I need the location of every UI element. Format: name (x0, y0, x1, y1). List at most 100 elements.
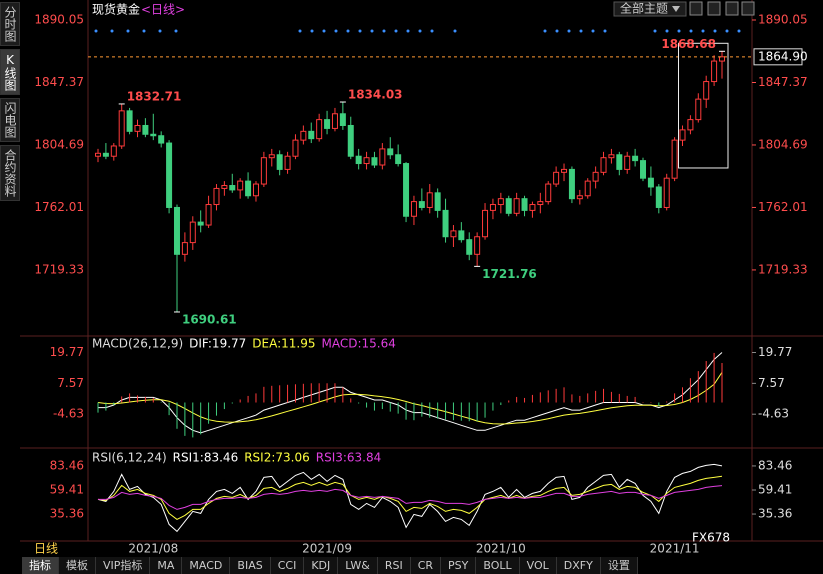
indicator-line (97, 372, 723, 425)
tool-icon[interactable] (741, 1, 755, 16)
indicator-tab[interactable]: 设置 (600, 557, 638, 574)
theme-button-label: 全部主题 (620, 1, 668, 16)
y-tick-label: 1847.37 (34, 75, 84, 89)
event-dot (737, 29, 741, 33)
y-tick-label: 1719.33 (34, 262, 84, 276)
candle-body (568, 168, 575, 200)
candle-body (395, 154, 402, 165)
indicator-tab[interactable]: VIP指标 (96, 557, 151, 574)
indicator-tab[interactable]: DXFY (556, 557, 601, 574)
candle-body (363, 157, 370, 165)
candle-body (687, 119, 694, 131)
candle-body (181, 242, 188, 255)
event-dot (310, 29, 314, 33)
extreme-label: 1832.71 (127, 89, 182, 103)
candle-body (173, 206, 180, 255)
candle-body (632, 155, 639, 162)
candle-body (466, 239, 473, 255)
indicator-tab[interactable]: VOL (519, 557, 557, 574)
y-tick-label: 1762.01 (758, 200, 808, 214)
event-dot (543, 29, 547, 33)
event-dot (591, 29, 595, 33)
y-tick-label: 1762.01 (34, 200, 84, 214)
panel-title: MACD(26,12,9) (92, 337, 183, 351)
candle-body (316, 119, 323, 140)
event-dot (358, 29, 362, 33)
event-dot (418, 29, 422, 33)
legend-entry: DEA:11.95 (252, 337, 315, 351)
legend-entry: MACD:15.64 (322, 337, 396, 351)
indicator-tab[interactable]: PSY (441, 557, 477, 574)
legend-entry: RSI3:63.84 (316, 451, 382, 465)
panel-title: RSI(6,12,24) (92, 451, 167, 465)
candle-body (252, 183, 259, 197)
event-dot (567, 29, 571, 33)
x-tick-label: 2021/11 (650, 542, 700, 556)
candle-body (221, 185, 228, 189)
indicator-tab[interactable]: CCI (270, 557, 305, 574)
indicator-tab[interactable]: 指标 (22, 557, 59, 574)
dropdown-icon (672, 6, 680, 12)
side-tab[interactable]: 分时图 (0, 2, 20, 46)
event-dot (126, 29, 130, 33)
event-dot (298, 29, 302, 33)
candle-body (110, 145, 117, 157)
y-tick-label: 83.46 (50, 458, 84, 472)
tool-icon[interactable] (725, 1, 739, 16)
extreme-label: 1721.76 (482, 267, 537, 281)
candle-body (95, 152, 101, 157)
candle-body (379, 148, 386, 166)
event-dot (665, 29, 669, 33)
indicator-tab[interactable]: MACD (182, 557, 231, 574)
x-tick-label: 2021/08 (128, 542, 178, 556)
indicator-line (97, 475, 723, 520)
candle-body (410, 201, 417, 217)
event-dot (158, 29, 162, 33)
indicator-line (98, 352, 723, 434)
tool-icon[interactable] (707, 1, 721, 16)
tool-icon[interactable] (689, 1, 703, 16)
indicator-tab[interactable]: LW& (338, 557, 378, 574)
chart-subtitle: <日线> (141, 3, 185, 17)
candle-body (331, 113, 338, 129)
indicator-tab[interactable]: RSI (377, 557, 411, 574)
theme-button[interactable] (613, 1, 687, 17)
candle-body (292, 139, 299, 157)
candle-body (158, 135, 165, 144)
candle-body (308, 130, 315, 140)
candle-body (403, 163, 410, 217)
indicator-tab[interactable]: KDJ (304, 557, 339, 574)
legend-entry: DIF:19.77 (189, 337, 246, 351)
indicator-tab[interactable]: BOLL (476, 557, 520, 574)
current-price-box (753, 48, 803, 66)
candle-body (371, 157, 378, 166)
extreme-label: 1868.68 (661, 37, 716, 51)
side-tab[interactable]: 合约资料 (0, 145, 20, 201)
y-tick-label: 1890.05 (34, 13, 84, 27)
candle-body (703, 81, 710, 100)
event-dot (346, 29, 350, 33)
event-dot (322, 29, 326, 33)
candle-body (284, 155, 291, 170)
y-tick-label: 1847.37 (758, 75, 808, 89)
side-tab[interactable]: 闪电图 (0, 98, 20, 142)
y-tick-label: 83.46 (758, 458, 792, 472)
event-dot (725, 29, 729, 33)
side-tab[interactable]: K线图 (0, 49, 20, 95)
candle-body (134, 124, 141, 132)
candle-body (513, 198, 520, 214)
indicator-tab[interactable]: CR (410, 557, 442, 574)
indicator-tab[interactable]: BIAS (230, 557, 271, 574)
legend-entry: RSI2:73.06 (244, 451, 310, 465)
y-tick-label: 1804.69 (758, 137, 808, 151)
event-dot (689, 29, 693, 33)
y-tick-label: 59.41 (50, 482, 84, 496)
candle-body (268, 154, 275, 159)
indicator-tab[interactable]: 模板 (59, 557, 96, 574)
candle-body (213, 187, 220, 206)
event-dot (370, 29, 374, 33)
y-tick-label: 35.36 (758, 507, 792, 521)
indicator-tabs: 指标 模板 VIP指标 MA MACD BIAS CCI KDJ LW& RSI CR PSY BOLL… (22, 557, 638, 574)
indicator-tab[interactable]: MA (150, 557, 183, 574)
